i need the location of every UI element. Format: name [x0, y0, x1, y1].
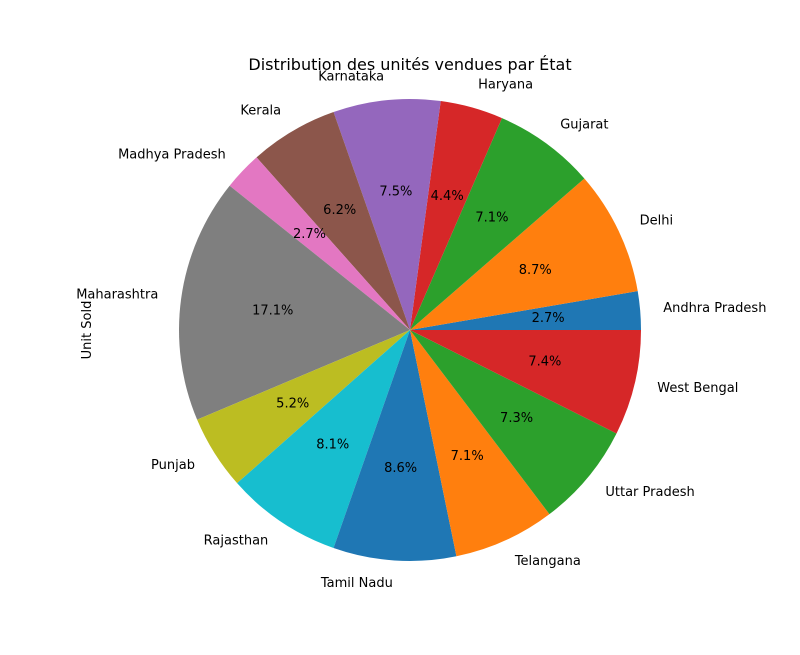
slice-label: Madhya Pradesh: [118, 148, 226, 163]
y-axis-label: Unit Sold: [80, 301, 95, 360]
pie-slice: [256, 112, 410, 330]
slice-label: Punjab: [151, 458, 195, 473]
slice-percent-label: 4.4%: [431, 189, 464, 204]
slice-percent-label: 7.1%: [475, 211, 508, 226]
slice-percent-label: 7.3%: [500, 411, 533, 426]
slice-percent-label: 5.2%: [276, 396, 309, 411]
slice-label: Tamil Nadu: [320, 576, 393, 591]
slice-percent-label: 8.6%: [384, 461, 417, 476]
pie-slice: [333, 99, 441, 330]
pie-slice: [410, 330, 550, 557]
slice-percent-label: 6.2%: [323, 203, 356, 218]
pie-slices: [179, 99, 641, 562]
slice-label: Rajasthan: [204, 533, 269, 548]
pie-slice: [410, 118, 585, 331]
pie-slice: [229, 157, 410, 330]
slice-label: Kerala: [240, 104, 281, 119]
slice-percent-label: 7.4%: [528, 354, 561, 369]
slice-label: Uttar Pradesh: [605, 485, 694, 500]
pie-slice: [179, 185, 410, 420]
pie-slice: [410, 330, 617, 515]
slice-label: Andhra Pradesh: [663, 301, 766, 316]
slice-percent-label: 8.1%: [316, 438, 349, 453]
slice-percent-labels: 2.7% 8.7% 7.1% 4.4% 7.5% 6.2% 2.7% 17.1% 5.2% 8.1…: [252, 185, 565, 476]
slice-percent-label: 7.1%: [451, 449, 484, 464]
slice-label: West Bengal: [657, 381, 738, 396]
pie-slice: [410, 178, 638, 330]
slice-percent-label: 2.7%: [532, 311, 565, 326]
pie-slice: [197, 330, 410, 484]
pie-slice: [410, 330, 641, 434]
slice-label: Haryana: [478, 78, 533, 93]
slice-label: Gujarat: [560, 118, 608, 133]
slice-percent-label: 2.7%: [293, 227, 326, 242]
pie-slice: [410, 101, 502, 331]
slice-percent-label: 8.7%: [519, 263, 552, 278]
slice-label: Maharashtra: [76, 288, 158, 303]
pie-slice: [410, 291, 641, 330]
pie-slice: [333, 330, 457, 562]
slice-labels: Andhra Pradesh Delhi Gujarat Haryana Karnata…: [76, 70, 766, 591]
slice-label: Delhi: [640, 214, 673, 229]
slice-label: Karnataka: [318, 70, 384, 85]
chart-title: Distribution des unités vendues par État: [248, 55, 571, 74]
slice-percent-label: 7.5%: [379, 185, 412, 200]
slice-label: Telangana: [514, 554, 581, 569]
slice-percent-label: 17.1%: [252, 303, 293, 318]
pie-slice: [237, 330, 410, 548]
